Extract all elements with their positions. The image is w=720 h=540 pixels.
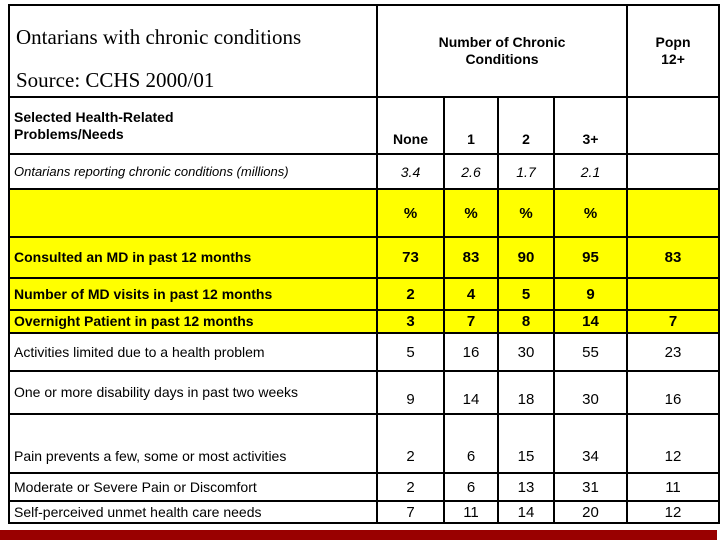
source-label: Source: CCHS 2000/01 [16,68,215,93]
value-cell: 12 [626,413,720,474]
table-row: Pain prevents a few, some or most activi… [8,413,720,474]
value-cell: 12 [626,500,720,524]
value-cell: 3.4 [376,153,445,190]
value-cell: 2 [376,277,445,311]
popn-header-line2: 12+ [661,51,685,67]
table-row: Moderate or Severe Pain or Discomfort 2 … [8,472,720,502]
value-cell: 1.7 [497,153,555,190]
value-cell: 18 [497,370,555,415]
row-label: Number of MD visits in past 12 months [8,277,378,311]
value-cell: 7 [626,309,720,334]
table-row: Activities limited due to a health probl… [8,332,720,372]
value-cell: 83 [626,236,720,279]
row-label: Ontarians reporting chronic conditions (… [8,153,378,190]
row-label: Activities limited due to a health probl… [8,332,378,372]
popn-header-line1: Popn [655,33,691,50]
chronic-conditions-table: Ontarians with chronic conditions Source… [8,4,720,524]
value-cell: 15 [497,413,555,474]
value-cell: % [376,188,445,238]
bottom-accent-bar [0,530,717,540]
value-cell: 23 [626,332,720,372]
row-label [8,188,378,238]
value-cell: 7 [376,500,445,524]
value-cell: % [497,188,555,238]
value-cell [626,153,720,190]
value-cell [626,277,720,311]
value-cell: 2.6 [443,153,499,190]
value-cell: 73 [376,236,445,279]
table-row: Ontarians reporting chronic conditions (… [8,153,720,190]
value-cell: 8 [497,309,555,334]
value-cell: % [443,188,499,238]
value-cell: 11 [443,500,499,524]
value-cell: 83 [443,236,499,279]
value-cell: 16 [443,332,499,372]
title-row: Ontarians with chronic conditions Source… [8,4,720,98]
row-label: Pain prevents a few, some or most activi… [8,413,378,474]
slide-title-cell: Ontarians with chronic conditions Source… [8,4,378,98]
column-header-row: Selected Health-Related Problems/Needs N… [8,96,720,155]
table-row: Number of MD visits in past 12 months 2 … [8,277,720,311]
value-cell: 3 [376,309,445,334]
value-cell: 14 [553,309,628,334]
value-cell: 16 [626,370,720,415]
value-cell: 2 [376,413,445,474]
value-cell [626,188,720,238]
col-header-1: 1 [443,96,499,155]
col-header-popn-spacer [626,96,720,155]
row-label: Overnight Patient in past 12 months [8,309,378,334]
value-cell: 13 [497,472,555,502]
value-cell: 14 [497,500,555,524]
value-cell: 31 [553,472,628,502]
value-cell: 14 [443,370,499,415]
value-cell: 5 [497,277,555,311]
table-row: Overnight Patient in past 12 months 3 7 … [8,309,720,334]
value-cell: 9 [376,370,445,415]
value-cell: 9 [553,277,628,311]
value-cell: 20 [553,500,628,524]
value-cell: 11 [626,472,720,502]
row-label: One or more disability days in past two … [8,370,378,415]
value-cell: 30 [497,332,555,372]
table-row: Consulted an MD in past 12 months 73 83 … [8,236,720,279]
value-cell: 6 [443,472,499,502]
row-label: Moderate or Severe Pain or Discomfort [8,472,378,502]
col-header-none: None [376,96,445,155]
value-cell: 34 [553,413,628,474]
value-cell: 4 [443,277,499,311]
value-cell: 55 [553,332,628,372]
value-cell: 2 [376,472,445,502]
value-cell: 30 [553,370,628,415]
value-cell: 5 [376,332,445,372]
value-cell: 2.1 [553,153,628,190]
value-cell: 7 [443,309,499,334]
value-cell: 6 [443,413,499,474]
percent-row: % % % % [8,188,720,238]
col-header-3plus: 3+ [553,96,628,155]
value-cell: 90 [497,236,555,279]
row-label: Self-perceived unmet health care needs [8,500,378,524]
page-title: Ontarians with chronic conditions [16,25,302,49]
value-cell: 95 [553,236,628,279]
row-label: Consulted an MD in past 12 months [8,236,378,279]
row-header-label: Selected Health-Related Problems/Needs [8,96,378,155]
value-cell: % [553,188,628,238]
popn-header: Popn 12+ [626,4,720,98]
table-row: Self-perceived unmet health care needs 7… [8,500,720,524]
conditions-group-header: Number of Chronic Conditions [376,4,628,98]
table-row: One or more disability days in past two … [8,370,720,415]
col-header-2: 2 [497,96,555,155]
